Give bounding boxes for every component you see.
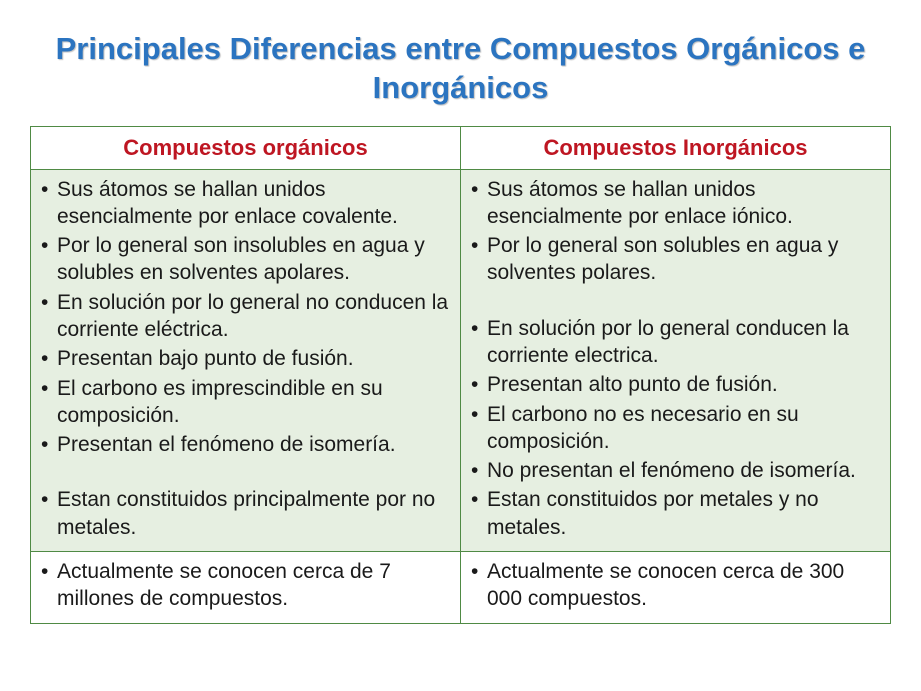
table-row: Sus átomos se hallan unidos esencialment… bbox=[31, 169, 891, 552]
comparison-table: Compuestos orgánicos Compuestos Inorgáni… bbox=[30, 126, 891, 624]
list-item: Por lo general son solubles en agua y so… bbox=[467, 232, 884, 287]
bullet-list: Actualmente se conocen cerca de 300 000 … bbox=[467, 558, 884, 613]
page-title: Principales Diferencias entre Compuestos… bbox=[30, 30, 891, 108]
table-row: Actualmente se conocen cerca de 7 millon… bbox=[31, 552, 891, 624]
table-cell-organic: Sus átomos se hallan unidos esencialment… bbox=[31, 169, 461, 552]
list-item: Sus átomos se hallan unidos esencialment… bbox=[37, 176, 454, 231]
list-item: Actualmente se conocen cerca de 7 millon… bbox=[37, 558, 454, 613]
spacer bbox=[37, 460, 454, 486]
table-cell-inorganic: Sus átomos se hallan unidos esencialment… bbox=[461, 169, 891, 552]
bullet-list: Actualmente se conocen cerca de 7 millon… bbox=[37, 558, 454, 613]
list-item: Presentan alto punto de fusión. bbox=[467, 371, 884, 398]
list-item: El carbono es imprescindible en su compo… bbox=[37, 375, 454, 430]
list-item: En solución por lo general conducen la c… bbox=[467, 315, 884, 370]
list-item: Actualmente se conocen cerca de 300 000 … bbox=[467, 558, 884, 613]
table-body: Sus átomos se hallan unidos esencialment… bbox=[31, 169, 891, 623]
list-item: El carbono no es necesario en su composi… bbox=[467, 401, 884, 456]
list-item: Presentan el fenómeno de isomería. bbox=[37, 431, 454, 458]
column-header-inorganic: Compuestos Inorgánicos bbox=[461, 126, 891, 169]
list-item: No presentan el fenómeno de isomería. bbox=[467, 457, 884, 484]
column-header-organic: Compuestos orgánicos bbox=[31, 126, 461, 169]
list-item: Presentan bajo punto de fusión. bbox=[37, 345, 454, 372]
list-item: Por lo general son insolubles en agua y … bbox=[37, 232, 454, 287]
bullet-list: Sus átomos se hallan unidos esencialment… bbox=[37, 176, 454, 542]
list-item: En solución por lo general no conducen l… bbox=[37, 289, 454, 344]
list-item: Sus átomos se hallan unidos esencialment… bbox=[467, 176, 884, 231]
list-item: Estan constituidos por metales y no meta… bbox=[467, 486, 884, 541]
bullet-list: Sus átomos se hallan unidos esencialment… bbox=[467, 176, 884, 542]
table-cell-inorganic: Actualmente se conocen cerca de 300 000 … bbox=[461, 552, 891, 624]
spacer bbox=[467, 289, 884, 315]
table-cell-organic: Actualmente se conocen cerca de 7 millon… bbox=[31, 552, 461, 624]
list-item: Estan constituidos principalmente por no… bbox=[37, 486, 454, 541]
